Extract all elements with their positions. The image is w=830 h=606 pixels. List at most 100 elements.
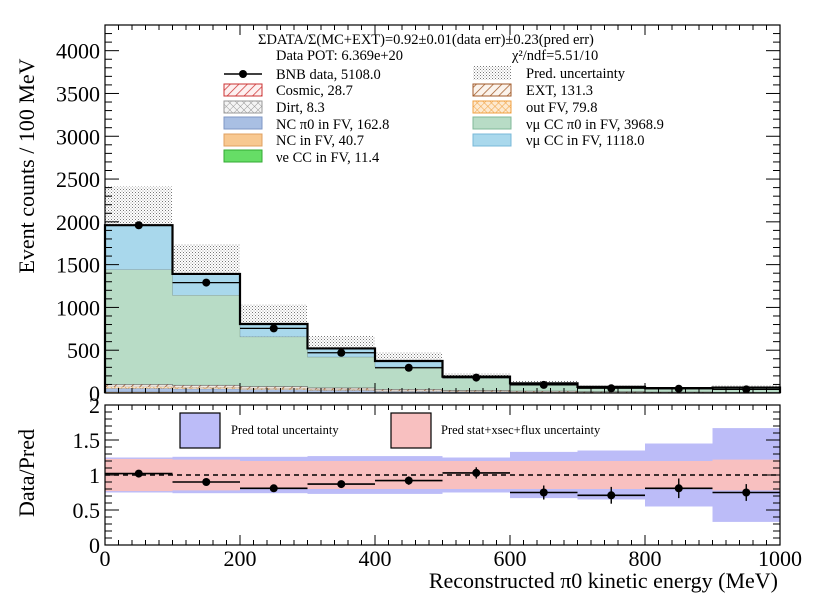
stack-out-fv-bin-4 xyxy=(375,390,443,392)
legend-dirt: Dirt, 8.3 xyxy=(223,100,325,116)
stack-out-fv-bin-2 xyxy=(240,388,308,390)
bottom-ytick-label-2: 2 xyxy=(89,393,100,418)
legend-numu-cc: νμ CC in FV, 1118.0 xyxy=(472,133,645,149)
ratio-point-0 xyxy=(134,469,143,478)
stack-ext-bin-3 xyxy=(307,388,375,390)
stack-ext-bin-2 xyxy=(240,386,308,389)
legend-label-numu-cc: νμ CC in FV, 1118.0 xyxy=(526,133,645,149)
legend-pred-uncertainty: Pred. uncertainty xyxy=(473,66,626,82)
top-y-tick-labels: 0 500 1000 1500 2000 2500 3000 3500 4000 xyxy=(56,39,100,406)
x-tick-label-600: 600 xyxy=(494,546,527,571)
ratio-point-9 xyxy=(742,488,751,497)
y-axis-label: Event counts / 100 MeV xyxy=(14,58,39,273)
ratio-point-4 xyxy=(404,476,413,485)
stack--cc-in-fv-bin-0 xyxy=(105,225,173,270)
legend-label-dirt: Dirt, 8.3 xyxy=(276,100,325,116)
data-point-3 xyxy=(337,348,346,357)
legend-label-pred-stat: Pred stat+xsec+flux uncertainty xyxy=(441,423,601,437)
legend-ext: EXT, 131.3 xyxy=(472,83,593,99)
legend-label-pred-total: Pred total uncertainty xyxy=(231,423,339,437)
stack-nc-0-in-fv-bin-0 xyxy=(105,388,173,392)
stack-ext-bin-5 xyxy=(442,390,510,392)
stack--cc-0-in-fv-bin-3 xyxy=(307,357,375,388)
stack-nc-in-fv-bin-0 xyxy=(105,391,173,393)
legend-nc-pi0: NC π0 in FV, 162.8 xyxy=(223,116,389,133)
bottom-ytick-label-0: 0 xyxy=(89,533,100,558)
x-tick-labels: 0 200 400 600 800 1000 xyxy=(100,546,803,571)
legend-bnb-data: BNB data, 5108.0 xyxy=(224,67,381,83)
legend-label-data: BNB data, 5108.0 xyxy=(276,67,381,83)
data-point-1 xyxy=(202,278,211,287)
stack-out-fv-bin-3 xyxy=(307,389,375,391)
ratio-point-1 xyxy=(202,478,211,486)
ratio-point-2 xyxy=(269,484,278,493)
stack-ext-bin-1 xyxy=(172,385,240,388)
stack--cc-0-in-fv-bin-2 xyxy=(240,336,308,387)
legend-nue-cc: νe CC in FV, 11.4 xyxy=(223,149,380,166)
top-ytick-label-3500: 3500 xyxy=(56,81,100,106)
legend-label-nue-cc: νe CC in FV, 11.4 xyxy=(276,150,380,166)
x-tick-label-1000: 1000 xyxy=(758,546,802,571)
ratio-point-7 xyxy=(607,491,616,500)
stack-nc-0-in-fv-bin-5 xyxy=(442,391,510,393)
stack-out-fv-bin-0 xyxy=(105,386,173,389)
data-points xyxy=(105,221,780,394)
top-ytick-label-4000: 4000 xyxy=(56,39,100,64)
legend-cosmic: Cosmic, 28.7 xyxy=(223,83,353,99)
stack-nc-0-in-fv-bin-2 xyxy=(240,389,308,393)
x-axis-label: Reconstructed π0 kinetic energy (MeV) xyxy=(429,568,778,593)
x-tick-label-200: 200 xyxy=(224,546,257,571)
stack--cc-0-in-fv-bin-1 xyxy=(172,295,240,386)
data-point-0 xyxy=(134,221,143,230)
data-point-6 xyxy=(539,380,548,389)
bottom-ytick-label-0.5: 0.5 xyxy=(73,498,101,523)
legend-pred-total-unc: Pred total uncertainty xyxy=(179,412,339,449)
stack--cc-0-in-fv-bin-5 xyxy=(442,378,510,391)
stack--cc-0-in-fv-bin-0 xyxy=(105,269,173,385)
top-ytick-label-1500: 1500 xyxy=(56,253,100,278)
legend-outfv: out FV, 79.8 xyxy=(472,100,597,116)
legend-numu-cc-pi0: νμ CC π0 in FV, 3968.9 xyxy=(472,116,664,133)
data-point-2 xyxy=(269,324,278,333)
ratio-point-3 xyxy=(337,480,346,489)
stack-out-fv-bin-1 xyxy=(172,387,240,389)
top-ytick-label-0: 0 xyxy=(89,381,100,406)
header-ratio: ΣDATA/Σ(MC+EXT)=0.92±0.01(data err)±0.23… xyxy=(258,32,594,48)
legend-label-pred-unc: Pred. uncertainty xyxy=(526,66,626,82)
data-point-8 xyxy=(674,384,683,393)
legend-label-numu-cc-pi0: νμ CC π0 in FV, 3968.9 xyxy=(526,117,664,133)
top-axis-ticks xyxy=(104,24,781,394)
top-ytick-label-3000: 3000 xyxy=(56,124,100,149)
bottom-axis-ticks xyxy=(104,404,781,546)
legend-label-nc: NC in FV, 40.7 xyxy=(276,133,364,149)
legend: BNB data, 5108.0 Pred. uncertainty Cosmi… xyxy=(223,66,664,166)
stack-ext-bin-6 xyxy=(510,391,578,393)
bottom-panel: 0 0.5 1 1.5 2 0 200 400 600 800 1000 Pred total u… xyxy=(14,393,802,593)
ratio-y-axis-label: Data/Pred xyxy=(14,429,39,517)
top-ytick-label-2000: 2000 xyxy=(56,210,100,235)
header-chi2: χ²/ndf=5.51/10 xyxy=(511,48,598,64)
stack-ext-bin-4 xyxy=(375,389,443,391)
legend-label-ext: EXT, 131.3 xyxy=(526,83,593,99)
top-ytick-label-1000: 1000 xyxy=(56,295,100,320)
x-tick-label-800: 800 xyxy=(629,546,662,571)
bottom-ytick-label-1: 1 xyxy=(89,463,100,488)
mc-stack xyxy=(105,225,780,393)
header-pot: Data POT: 6.369e+20 xyxy=(276,48,403,64)
stack-nc-0-in-fv-bin-1 xyxy=(172,388,240,393)
data-point-9 xyxy=(742,385,751,394)
stack-ext-bin-0 xyxy=(105,384,173,387)
legend-label-cosmic: Cosmic, 28.7 xyxy=(276,83,353,99)
data-point-4 xyxy=(404,363,413,372)
stack--cc-0-in-fv-bin-4 xyxy=(375,367,443,390)
legend-nc: NC in FV, 40.7 xyxy=(223,133,364,149)
ratio-points xyxy=(105,467,780,504)
top-ytick-label-2500: 2500 xyxy=(56,167,100,192)
ratio-point-5 xyxy=(472,468,481,477)
ratio-point-8 xyxy=(674,484,683,493)
top-panel: 0 500 1000 1500 2000 2500 3000 3500 4000 Event c… xyxy=(14,24,782,406)
stack-nc-0-in-fv-bin-3 xyxy=(307,390,375,393)
legend-pred-stat-unc: Pred stat+xsec+flux uncertainty xyxy=(390,412,601,449)
legend-label-nc-pi0: NC π0 in FV, 162.8 xyxy=(276,117,389,133)
